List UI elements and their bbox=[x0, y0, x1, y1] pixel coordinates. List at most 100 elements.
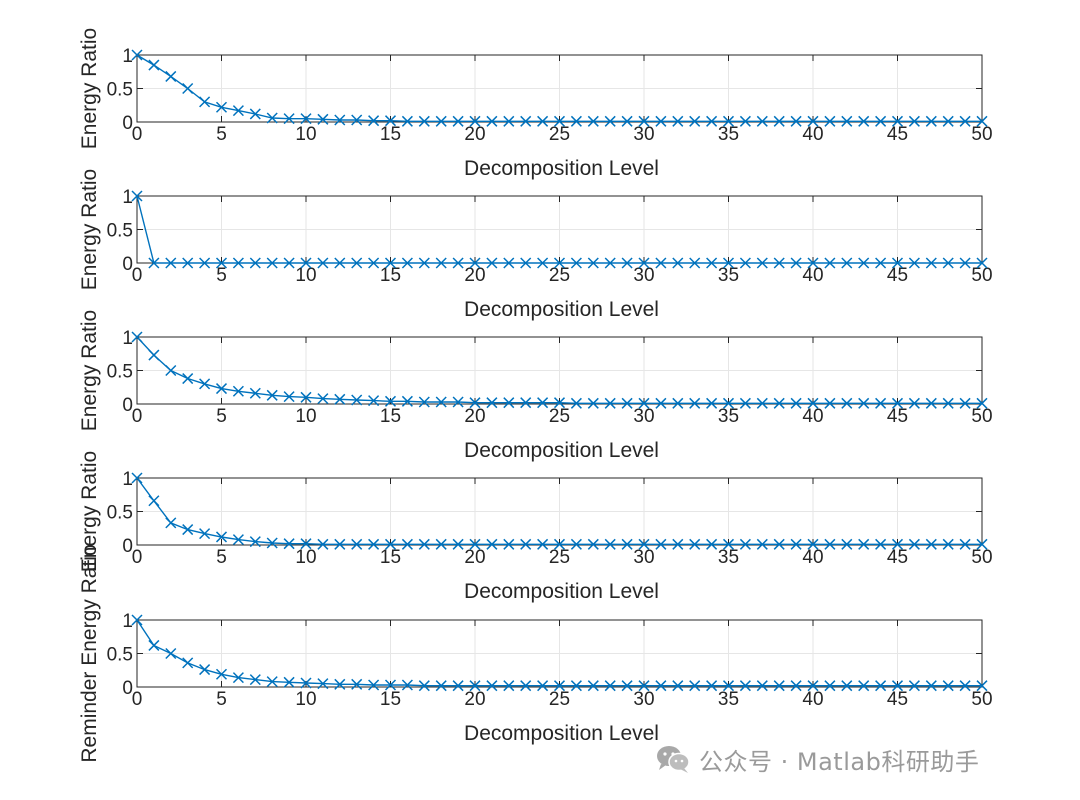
y-axis-label: Energy Ratio bbox=[78, 28, 101, 149]
data-point-marker bbox=[249, 257, 261, 269]
data-point-marker bbox=[300, 538, 312, 550]
data-point-marker bbox=[401, 679, 413, 691]
x-tick-label: 40 bbox=[802, 689, 823, 710]
x-tick-label: 45 bbox=[887, 689, 908, 710]
data-point-marker bbox=[435, 680, 447, 692]
data-point-marker bbox=[621, 397, 633, 409]
y-tick-label: 1 bbox=[122, 469, 133, 490]
data-point-marker bbox=[384, 395, 397, 407]
data-point-marker bbox=[334, 114, 346, 126]
data-point-marker bbox=[790, 538, 802, 550]
x-tick-label: 50 bbox=[971, 689, 992, 710]
data-point-marker bbox=[334, 678, 346, 690]
data-point-marker bbox=[317, 113, 329, 125]
y-tick-label: 0 bbox=[122, 536, 133, 557]
y-axis-label: Energy Ratio bbox=[78, 169, 101, 290]
data-point-marker bbox=[334, 393, 346, 405]
data-point-marker bbox=[790, 115, 802, 127]
watermark: 公众号 · Matlab科研助手 bbox=[655, 742, 979, 776]
data-point-marker bbox=[165, 70, 177, 82]
data-point-marker bbox=[959, 115, 971, 127]
data-point-marker bbox=[131, 49, 143, 61]
data-point-marker bbox=[165, 364, 177, 377]
x-tick-label: 30 bbox=[633, 265, 654, 286]
data-point-marker bbox=[469, 257, 481, 269]
data-point-marker bbox=[232, 105, 244, 117]
data-point-marker bbox=[537, 115, 549, 127]
data-point-marker bbox=[773, 115, 785, 127]
data-point-marker bbox=[249, 674, 261, 686]
data-point-marker bbox=[655, 538, 667, 550]
data-point-marker bbox=[384, 115, 397, 127]
data-point-marker bbox=[604, 538, 616, 550]
y-axis-label: Energy Ratio bbox=[78, 451, 101, 572]
data-point-marker bbox=[283, 257, 295, 269]
data-point-marker bbox=[553, 115, 566, 127]
data-point-marker bbox=[875, 538, 887, 550]
data-point-marker bbox=[773, 397, 785, 409]
y-tick-label: 0 bbox=[122, 254, 133, 275]
x-tick-label: 30 bbox=[633, 689, 654, 710]
data-point-marker bbox=[908, 680, 920, 692]
data-point-marker bbox=[689, 397, 701, 409]
data-point-marker bbox=[165, 517, 177, 529]
data-point-marker bbox=[638, 115, 650, 127]
data-point-marker bbox=[300, 677, 312, 689]
data-point-marker bbox=[925, 397, 937, 409]
data-point-marker bbox=[604, 397, 616, 409]
data-point-marker bbox=[959, 538, 971, 550]
data-point-marker bbox=[756, 538, 768, 550]
data-point-marker bbox=[418, 396, 430, 408]
x-tick-label: 25 bbox=[549, 265, 570, 286]
data-point-marker bbox=[486, 680, 498, 692]
x-tick-label: 15 bbox=[380, 689, 401, 710]
data-point-marker bbox=[384, 679, 397, 691]
data-point-marker bbox=[215, 668, 228, 680]
data-point-marker bbox=[165, 257, 177, 269]
x-tick-label: 15 bbox=[380, 547, 401, 568]
data-point-marker bbox=[351, 257, 363, 269]
y-tick-label: 1 bbox=[122, 46, 133, 67]
x-tick-label: 10 bbox=[295, 124, 316, 145]
data-point-marker bbox=[435, 538, 447, 550]
y-tick-label: 1 bbox=[122, 611, 133, 632]
x-tick-label: 15 bbox=[380, 265, 401, 286]
data-point-marker bbox=[317, 393, 329, 405]
data-point-marker bbox=[739, 538, 751, 550]
data-point-marker bbox=[486, 397, 498, 409]
data-point-marker bbox=[182, 82, 194, 95]
data-point-marker bbox=[722, 115, 735, 127]
data-point-marker bbox=[215, 257, 228, 269]
data-point-marker bbox=[300, 257, 312, 269]
data-point-marker bbox=[773, 538, 785, 550]
data-point-marker bbox=[435, 115, 447, 127]
data-point-marker bbox=[942, 538, 954, 550]
x-tick-label: 45 bbox=[887, 124, 908, 145]
data-point-marker bbox=[587, 115, 599, 127]
data-point-marker bbox=[942, 257, 954, 269]
data-point-marker bbox=[672, 397, 684, 409]
data-point-marker bbox=[824, 115, 836, 127]
data-point-marker bbox=[553, 257, 566, 269]
data-point-marker bbox=[722, 680, 735, 692]
data-point-marker bbox=[570, 115, 582, 127]
data-point-marker bbox=[773, 680, 785, 692]
data-point-marker bbox=[469, 680, 481, 692]
data-point-marker bbox=[706, 257, 718, 269]
x-tick-label: 30 bbox=[633, 547, 654, 568]
data-point-marker bbox=[452, 396, 464, 408]
data-point-marker bbox=[199, 664, 211, 676]
x-tick-label: 25 bbox=[549, 547, 570, 568]
y-tick-label: 0 bbox=[122, 678, 133, 699]
data-point-marker bbox=[655, 680, 667, 692]
data-point-marker bbox=[891, 538, 904, 550]
data-point-marker bbox=[215, 101, 228, 113]
data-point-marker bbox=[739, 257, 751, 269]
data-point-marker bbox=[959, 680, 971, 692]
data-point-marker bbox=[537, 257, 549, 269]
y-tick-label: 0 bbox=[122, 395, 133, 416]
data-point-marker bbox=[689, 115, 701, 127]
data-point-marker bbox=[824, 680, 836, 692]
data-point-marker bbox=[486, 538, 498, 550]
data-point-marker bbox=[655, 257, 667, 269]
